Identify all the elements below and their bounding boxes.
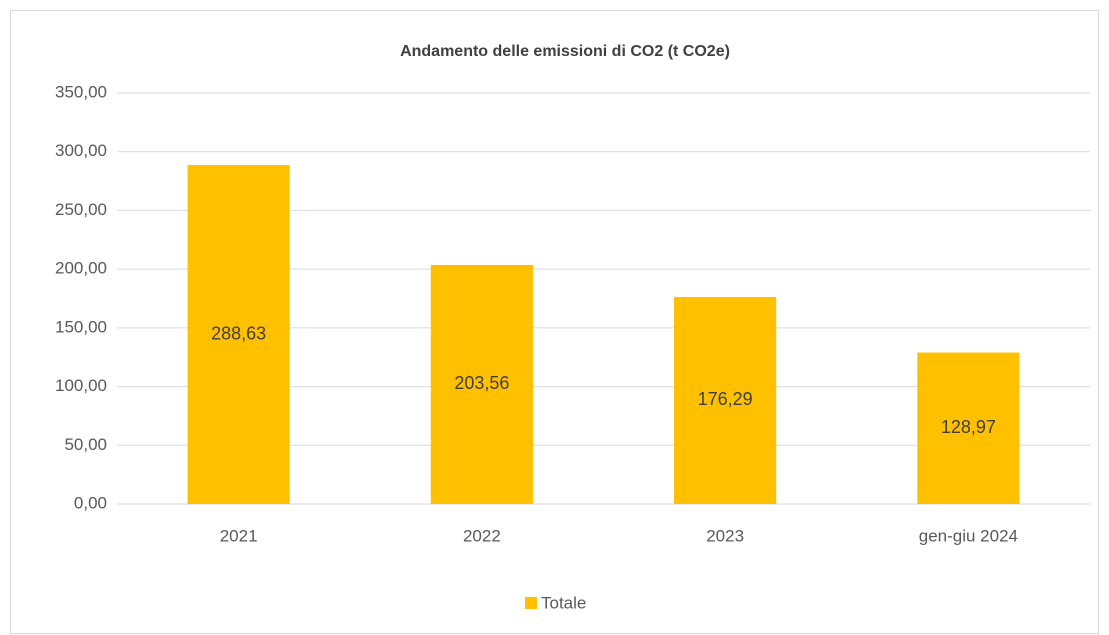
y-tick-label: 150,00: [55, 317, 107, 336]
x-tick-label: 2021: [220, 526, 258, 545]
legend-swatch: [525, 597, 537, 609]
y-tick-label: 250,00: [55, 200, 107, 219]
bar: [674, 296, 777, 504]
y-tick-label: 50,00: [64, 435, 107, 454]
legend-label: Totale: [541, 593, 586, 612]
bar: [430, 264, 533, 504]
data-label: 128,97: [941, 417, 996, 437]
chart-title: Andamento delle emissioni di CO2 (t CO2e…: [400, 43, 730, 60]
x-tick-label: 2023: [706, 526, 744, 545]
data-label: 203,56: [454, 373, 509, 393]
y-tick-label: 0,00: [74, 493, 107, 512]
data-label: 176,29: [698, 389, 753, 409]
x-tick-label: gen-giu 2024: [919, 526, 1018, 545]
y-tick-label: 300,00: [55, 141, 107, 160]
data-label: 288,63: [211, 323, 266, 343]
y-tick-label: 350,00: [55, 82, 107, 101]
bar: [917, 352, 1020, 504]
x-tick-label: 2022: [463, 526, 501, 545]
y-tick-label: 100,00: [55, 376, 107, 395]
bar: [187, 165, 290, 504]
y-tick-label: 200,00: [55, 259, 107, 278]
